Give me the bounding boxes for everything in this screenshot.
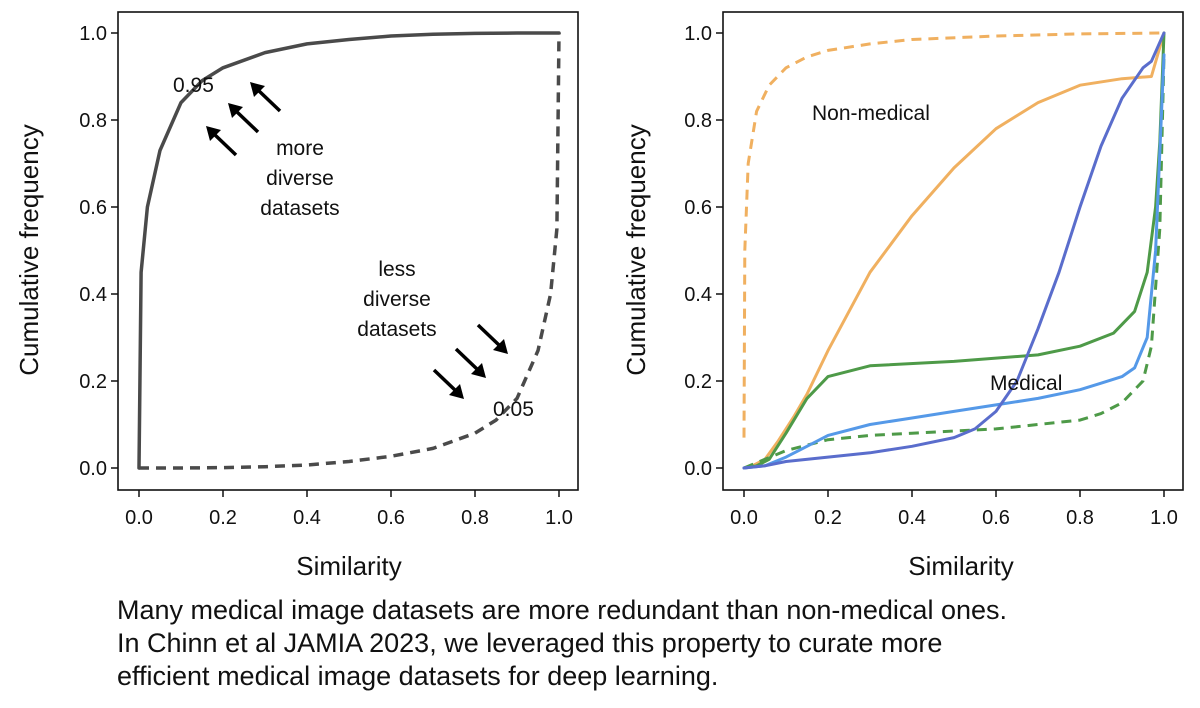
y-tick-label: 0.6 [684,197,712,219]
x-tick-label: 1.0 [545,507,573,529]
arrow-icon [206,126,238,157]
caption-line: efficient medical image datasets for dee… [117,661,719,691]
series-line-medical-dark-blue [742,31,1166,470]
caption-line: Many medical image datasets are more red… [117,595,1007,625]
upper-label-line-3: datasets [260,197,339,220]
x-tick-label: 0.8 [461,507,489,529]
left-x-axis-ticks: 0.0 0.2 0.4 0.6 0.8 1.0 [125,490,573,529]
y-tick-label: 0.2 [79,371,107,393]
y-tick-label: 0.4 [684,284,712,306]
y-tick-label: 0.8 [79,110,107,132]
y-tick-label: 0.0 [684,458,712,480]
figure: 0.0 0.2 0.4 0.6 0.8 1.0 0.0 0.2 0.4 0.6 0.8 1.0 Si… [14,11,1184,581]
y-tick-label: 1.0 [684,23,712,45]
series-line-medical-green-solid [742,31,1166,470]
upper-label-line-2: diverse [266,167,334,190]
up-left-arrows [206,82,282,157]
medical-label: Medical [990,372,1062,395]
left-panel: 0.0 0.2 0.4 0.6 0.8 1.0 0.0 0.2 0.4 0.6 0.8 1.0 Si… [14,11,579,581]
left-y-axis-label: Cumulative frequency [14,124,44,375]
y-tick-label: 0.8 [684,110,712,132]
y-tick-label: 0.2 [684,371,712,393]
y-tick-label: 0.6 [79,197,107,219]
series-line-medical-light-blue [742,53,1166,470]
right-series-group [742,31,1166,470]
left-plot-frame [117,11,579,491]
left-x-axis-label: Similarity [296,551,401,581]
upper-value-annotation: 0.95 [173,74,214,97]
lower-label-line-1: less [378,258,415,281]
right-x-axis-ticks: 0.0 0.2 0.4 0.6 0.8 1.0 [730,490,1178,529]
right-y-axis-ticks: 0.0 0.2 0.4 0.6 0.8 1.0 [684,23,723,480]
right-y-axis-label: Cumulative frequency [621,124,651,375]
arrow-icon [250,82,282,113]
series-line-less-diverse-datasets [139,32,561,470]
x-tick-label: 0.2 [209,507,237,529]
series-line-medical-green-dashed [743,54,1166,470]
series-line-more-diverse-datasets [137,31,561,470]
series-line-non-medical-dashed [742,31,1165,438]
non-medical-label: Non-medical [812,102,930,125]
lower-label-line-2: diverse [363,288,431,311]
y-tick-label: 0.0 [79,458,107,480]
arrow-icon [432,368,464,399]
right-plot-frame [722,11,1184,491]
series-line-non-medical-solid [742,31,1166,470]
right-panel: 0.0 0.2 0.4 0.6 0.8 1.0 0.0 0.2 0.4 0.6 0.8 1.0 Si… [621,11,1184,581]
x-tick-label: 0.6 [377,507,405,529]
arrow-icon [228,103,260,134]
arrow-icon [454,347,486,378]
x-tick-label: 0.8 [1066,507,1094,529]
x-tick-label: 0.0 [125,507,153,529]
x-tick-label: 0.6 [982,507,1010,529]
x-tick-label: 0.2 [814,507,842,529]
lower-value-annotation: 0.05 [493,398,534,421]
y-tick-label: 0.4 [79,284,107,306]
x-tick-label: 0.4 [293,507,321,529]
y-tick-label: 1.0 [79,23,107,45]
down-right-arrows [432,323,508,399]
left-series-group [137,31,561,470]
caption-line: In Chinn et al JAMIA 2023, we leveraged … [117,628,943,658]
lower-label-line-3: datasets [357,318,436,341]
arrow-icon [476,323,508,354]
upper-label-line-1: more [276,137,324,160]
x-tick-label: 1.0 [1150,507,1178,529]
right-x-axis-label: Similarity [908,551,1013,581]
x-tick-label: 0.0 [730,507,758,529]
left-y-axis-ticks: 0.0 0.2 0.4 0.6 0.8 1.0 [79,23,118,480]
x-tick-label: 0.4 [898,507,926,529]
figure-caption: Many medical image datasets are more red… [117,594,1187,693]
